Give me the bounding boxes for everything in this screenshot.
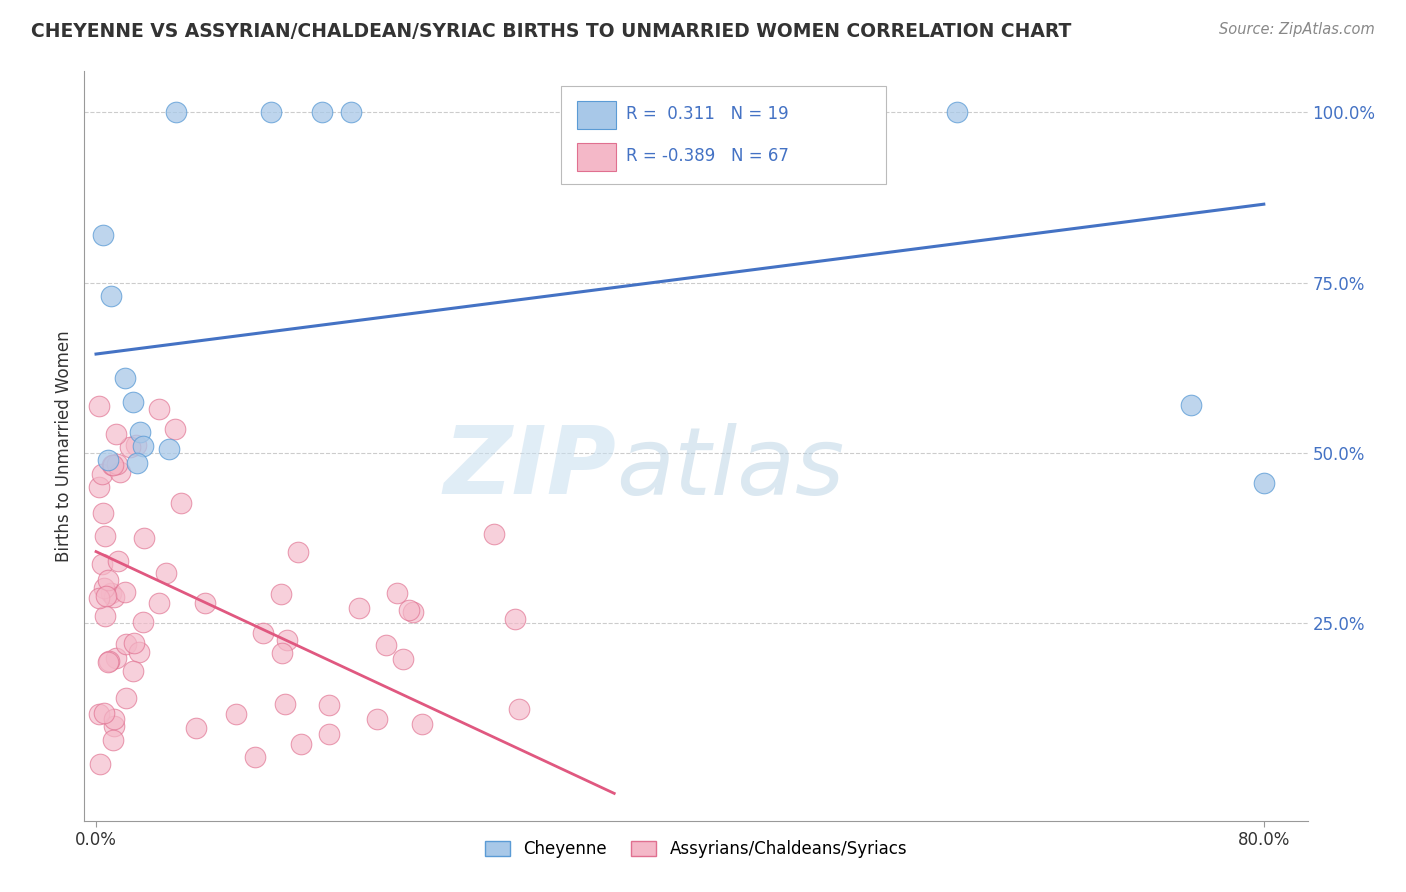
Text: Source: ZipAtlas.com: Source: ZipAtlas.com [1219, 22, 1375, 37]
Point [87, 591, 110, 605]
Point [252, 626, 274, 640]
Point [148, 596, 170, 610]
Point [610, 105, 633, 120]
Point [91, 506, 114, 520]
Point [270, 587, 292, 601]
Point [508, 702, 530, 716]
Point [165, 105, 187, 120]
Point [108, 466, 131, 480]
Point [157, 442, 180, 457]
Point [287, 545, 309, 559]
Point [128, 644, 150, 658]
Point [274, 698, 297, 712]
Point [398, 603, 420, 617]
Point [91, 227, 114, 242]
Point [103, 719, 125, 733]
Text: R = -0.389   N = 67: R = -0.389 N = 67 [626, 147, 789, 165]
Point [482, 526, 505, 541]
Point [170, 496, 193, 510]
Point [115, 637, 138, 651]
Text: atlas: atlas [616, 423, 845, 514]
Point [87, 480, 110, 494]
Point [114, 371, 136, 385]
Point [128, 425, 150, 440]
Point [118, 440, 141, 454]
Point [318, 698, 340, 713]
Point [1180, 398, 1202, 412]
Point [114, 584, 136, 599]
Point [276, 633, 298, 648]
Point [1253, 476, 1275, 491]
Point [93, 581, 115, 595]
Point [503, 612, 526, 626]
Point [124, 636, 146, 650]
Point [121, 394, 143, 409]
Point [340, 105, 363, 120]
Point [104, 426, 127, 441]
Point [411, 717, 433, 731]
Point [194, 596, 217, 610]
Point [94, 589, 117, 603]
Text: R =  0.311   N = 19: R = 0.311 N = 19 [626, 105, 789, 123]
Point [97, 655, 120, 669]
Point [121, 664, 143, 678]
Point [87, 707, 110, 722]
Point [318, 727, 340, 741]
Point [105, 457, 128, 471]
Point [93, 706, 115, 721]
Point [946, 105, 969, 120]
Point [103, 590, 125, 604]
Point [392, 652, 415, 666]
Point [103, 712, 125, 726]
Point [115, 690, 138, 705]
Point [375, 638, 398, 652]
Point [132, 439, 155, 453]
Text: CHEYENNE VS ASSYRIAN/CHALDEAN/SYRIAC BIRTHS TO UNMARRIED WOMEN CORRELATION CHART: CHEYENNE VS ASSYRIAN/CHALDEAN/SYRIAC BIR… [31, 22, 1071, 41]
Point [225, 706, 247, 721]
Point [101, 733, 124, 747]
Point [94, 608, 117, 623]
Point [387, 586, 409, 600]
Point [97, 654, 120, 668]
Point [87, 400, 110, 414]
Point [107, 554, 129, 568]
Point [100, 586, 122, 600]
Point [271, 646, 294, 660]
Point [132, 615, 155, 629]
Point [93, 528, 115, 542]
Point [101, 458, 124, 472]
Point [100, 289, 122, 303]
Y-axis label: Births to Unmarried Women: Births to Unmarried Women [55, 330, 73, 562]
Point [366, 712, 388, 726]
Point [132, 531, 155, 545]
Point [125, 437, 148, 451]
Point [91, 557, 114, 571]
Point [97, 573, 120, 587]
Point [155, 566, 177, 581]
Point [101, 458, 124, 472]
Point [347, 600, 370, 615]
FancyBboxPatch shape [578, 101, 616, 129]
Point [290, 737, 312, 751]
Point [186, 721, 208, 735]
Point [125, 456, 148, 470]
Point [105, 650, 128, 665]
Point [163, 422, 186, 436]
Point [311, 105, 333, 120]
Point [148, 401, 170, 416]
Point [402, 605, 425, 619]
Point [260, 105, 283, 120]
Point [245, 750, 267, 764]
Legend: Cheyenne, Assyrians/Chaldeans/Syriacs: Cheyenne, Assyrians/Chaldeans/Syriacs [478, 833, 914, 864]
FancyBboxPatch shape [561, 87, 886, 184]
FancyBboxPatch shape [578, 143, 616, 171]
Text: ZIP: ZIP [443, 423, 616, 515]
Point [97, 452, 120, 467]
Point [89, 756, 111, 771]
Point [91, 467, 114, 481]
